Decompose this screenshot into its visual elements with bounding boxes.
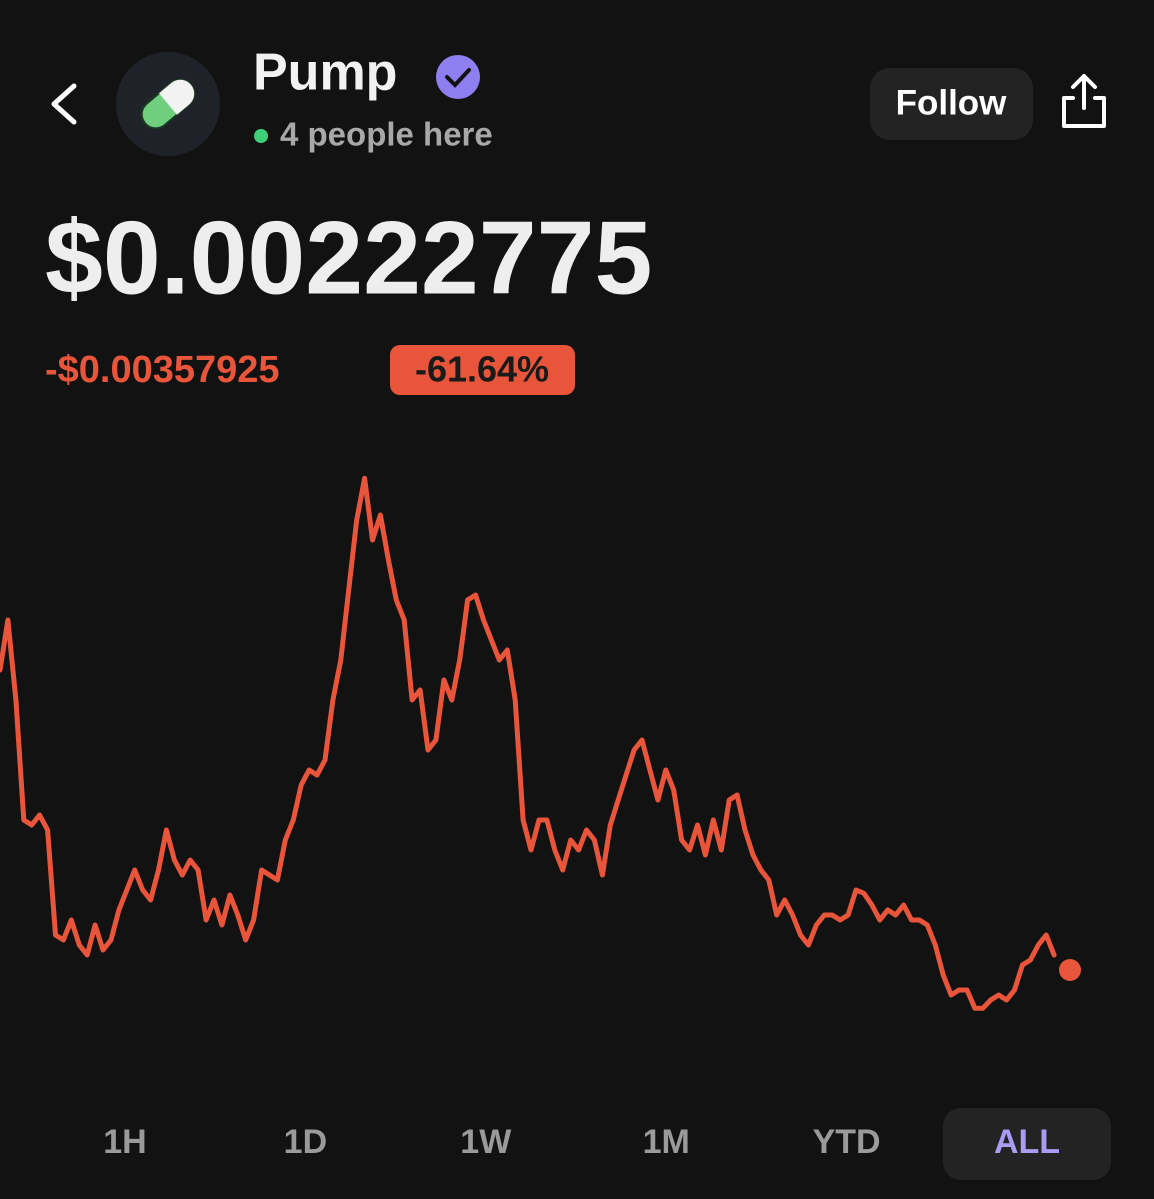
range-tabs: 1H 1D 1W 1M YTD ALL [103,1108,1111,1180]
follow-label[interactable]: Follow [896,83,1008,122]
range-tab[interactable]: 1D [284,1123,327,1161]
follow-button[interactable] [870,68,1033,140]
presence: 4 people here [280,116,493,153]
range-tab[interactable]: 1M [643,1123,690,1161]
range-tab[interactable]: 1H [103,1123,146,1161]
price: $0.00222775 [45,200,652,316]
title: Pump [253,44,397,102]
price-change: -$0.00357925 [45,349,280,391]
range-tab[interactable]: YTD [813,1123,881,1161]
presence-dot [254,129,268,143]
share-button[interactable] [1062,74,1106,128]
active-tab-bg[interactable] [943,1108,1111,1180]
range-tab[interactable]: 1W [460,1123,512,1161]
change-badge [390,345,575,395]
back-button[interactable] [51,83,77,125]
pill-icon [140,78,196,130]
price-chart [0,475,1081,1011]
price-line [0,475,1057,1011]
change-percent: -61.64% [415,349,549,390]
range-tab[interactable]: ALL [994,1123,1060,1161]
verified-badge [436,55,480,99]
current-point [1059,959,1081,981]
